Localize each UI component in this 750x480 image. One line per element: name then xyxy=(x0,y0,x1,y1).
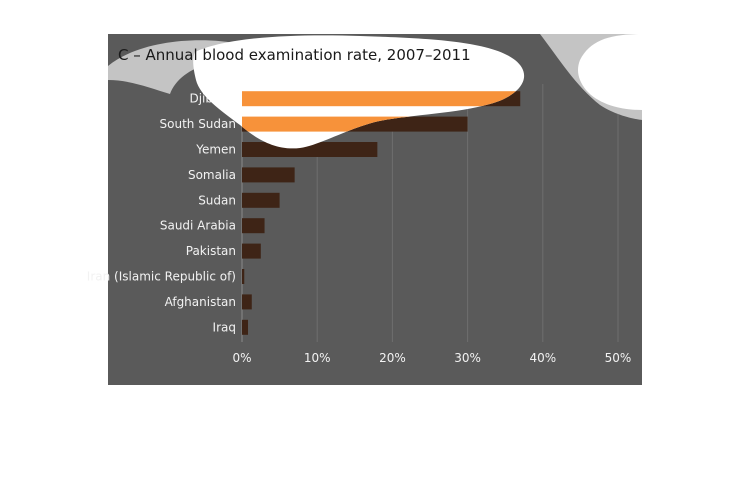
category-label: Sudan xyxy=(198,193,236,207)
category-label: Afghanistan xyxy=(165,295,236,309)
category-label: Pakistan xyxy=(186,244,236,258)
bar xyxy=(242,319,249,335)
chart-title: C – Annual blood examination rate, 2007–… xyxy=(118,46,471,64)
x-axis-ticks: 0% 10% 20% 30% 40% 50% xyxy=(232,351,631,365)
category-label: South Sudan xyxy=(160,117,237,131)
category-label: Iran (Islamic Republic of) xyxy=(87,270,236,284)
category-label: Saudi Arabia xyxy=(160,219,236,233)
x-tick-label: 10% xyxy=(304,351,331,365)
category-label: Yemen xyxy=(195,143,236,157)
category-label: Somalia xyxy=(188,168,236,182)
bar xyxy=(242,269,245,284)
x-tick-label: 40% xyxy=(529,351,556,365)
x-tick-label: 30% xyxy=(454,351,481,365)
bar-highlight xyxy=(242,91,521,107)
bar xyxy=(242,167,295,183)
bar xyxy=(242,218,265,234)
x-tick-label: 0% xyxy=(232,351,251,365)
white-blob-right xyxy=(578,34,642,110)
bar xyxy=(242,243,261,259)
bar xyxy=(242,192,280,208)
bar xyxy=(242,294,252,310)
x-tick-label: 20% xyxy=(379,351,406,365)
x-tick-label: 50% xyxy=(605,351,632,365)
category-label: Iraq xyxy=(213,320,236,334)
